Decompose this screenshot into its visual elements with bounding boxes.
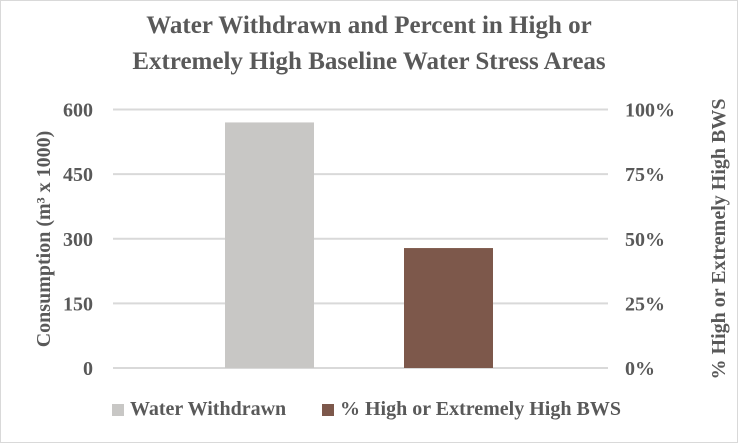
chart-title: Water Withdrawn and Percent in High or E… xyxy=(0,8,738,80)
legend-swatch xyxy=(112,403,124,416)
title-line-2: Extremely High Baseline Water Stress Are… xyxy=(132,48,606,75)
bar-pct-high-bws xyxy=(404,248,493,368)
legend-label: % High or Extremely High BWS xyxy=(340,398,621,420)
legend-label: Water Withdrawn xyxy=(130,398,287,420)
legend-swatch xyxy=(322,403,334,416)
y-tick-label: 450 xyxy=(63,164,93,186)
legend-item-pct-high-bws: % High or Extremely High BWS xyxy=(322,398,621,421)
y2-tick-label: 50% xyxy=(625,229,665,251)
legend-item-water-withdrawn: Water Withdrawn xyxy=(112,398,286,421)
y2-tick-label: 0% xyxy=(625,358,655,380)
y-tick-label: 0 xyxy=(83,358,93,380)
bar-water-withdrawn xyxy=(225,122,314,368)
y2-tick-label: 75% xyxy=(625,164,665,186)
y2-tick-label: 100% xyxy=(625,100,675,122)
y-tick-label: 150 xyxy=(63,293,93,315)
y2-axis-label: % High or Extremely High BWS xyxy=(708,99,730,380)
y-tick-label: 600 xyxy=(63,100,93,122)
y2-tick-label: 25% xyxy=(625,293,665,315)
y-axis-label: Consumption (m³ x 1000) xyxy=(33,131,55,348)
y-tick-label: 300 xyxy=(63,229,93,251)
title-line-1: Water Withdrawn and Percent in High or xyxy=(146,12,592,39)
